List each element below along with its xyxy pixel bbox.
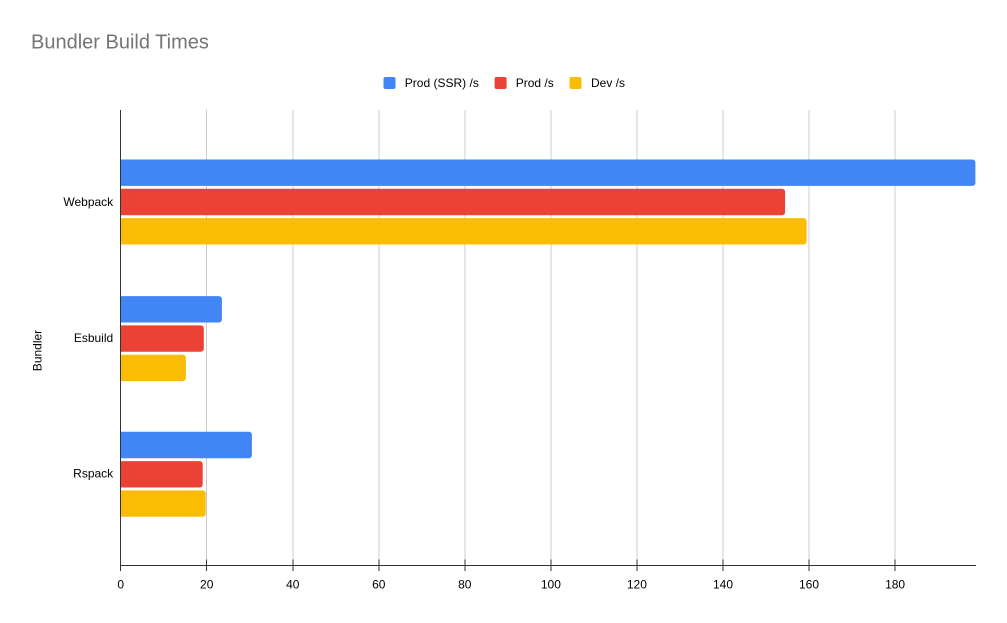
svg-text:100: 100 <box>541 578 561 592</box>
svg-text:Bundler: Bundler <box>31 330 45 371</box>
svg-text:120: 120 <box>627 578 647 592</box>
svg-text:Esbuild: Esbuild <box>74 331 113 345</box>
svg-text:140: 140 <box>713 578 733 592</box>
svg-text:180: 180 <box>885 578 905 592</box>
svg-text:40: 40 <box>286 578 300 592</box>
svg-text:Rspack: Rspack <box>73 467 114 481</box>
svg-text:0: 0 <box>117 578 124 592</box>
svg-text:Prod (SSR) /s: Prod (SSR) /s <box>405 76 479 90</box>
svg-text:Webpack: Webpack <box>63 195 114 209</box>
svg-text:Dev /s: Dev /s <box>591 76 625 90</box>
svg-text:20: 20 <box>200 578 214 592</box>
svg-text:60: 60 <box>372 578 386 592</box>
svg-text:Bundler Build Times: Bundler Build Times <box>31 32 209 54</box>
svg-text:80: 80 <box>458 578 472 592</box>
svg-text:Prod /s: Prod /s <box>516 76 554 90</box>
svg-text:160: 160 <box>799 578 819 592</box>
